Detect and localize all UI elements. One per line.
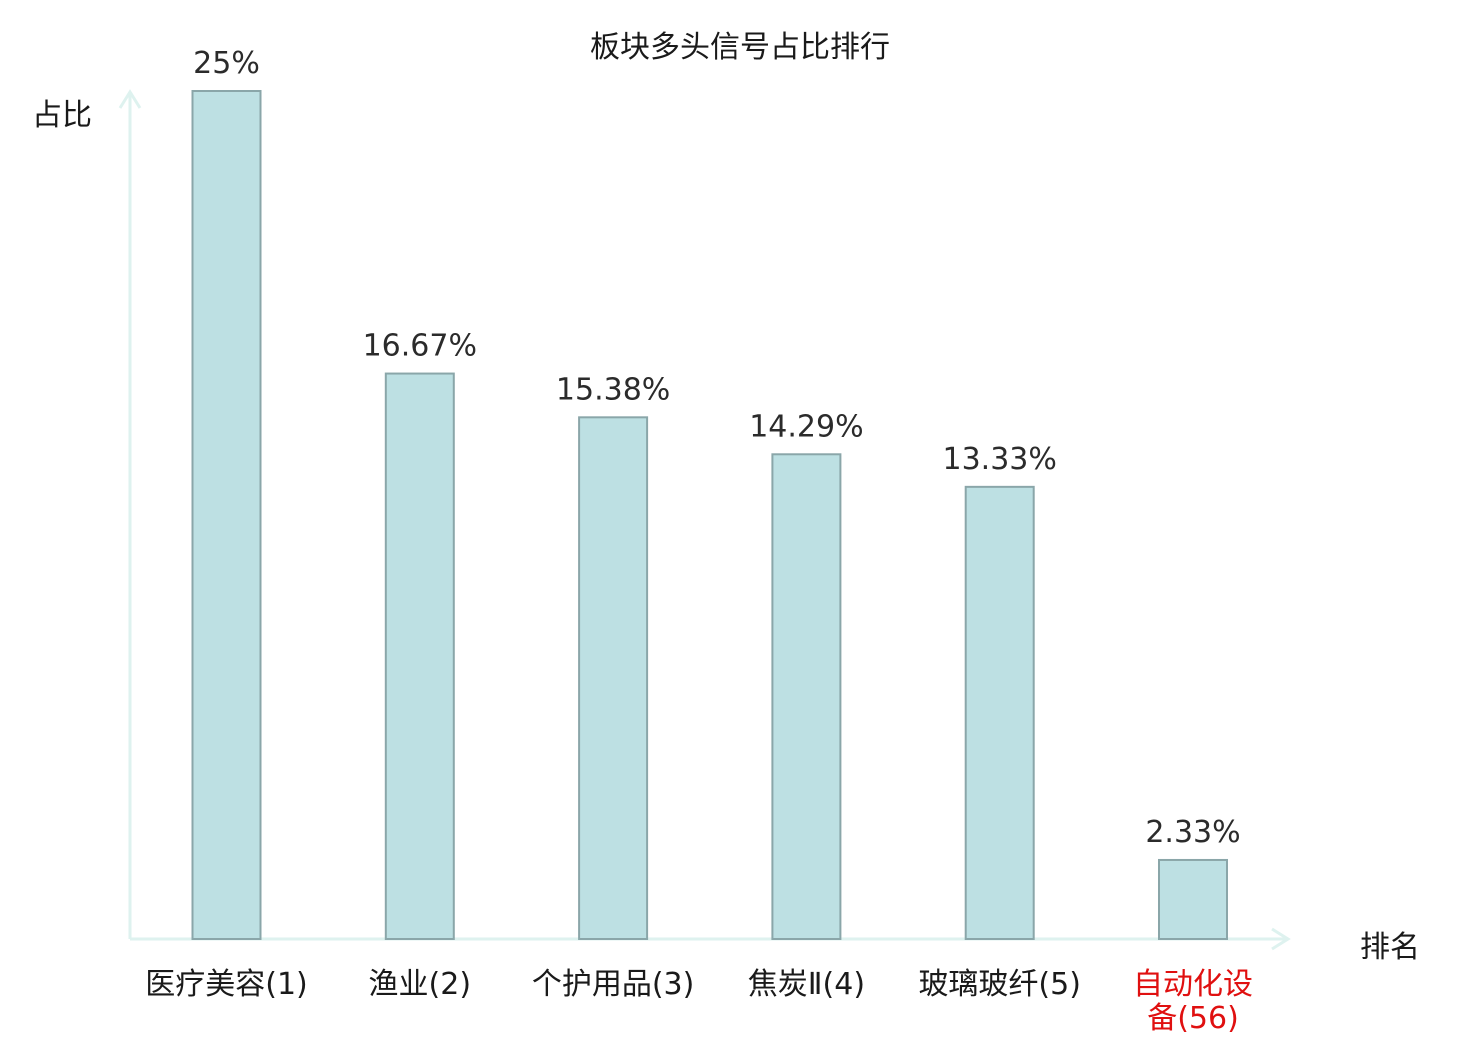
x-tick-label-line: 焦炭Ⅱ(4) bbox=[748, 967, 865, 1002]
bar-5 bbox=[964, 485, 1035, 940]
x-axis-label: 排名 bbox=[1360, 930, 1420, 965]
data-label-4: 14.29% bbox=[749, 409, 863, 444]
x-axis-arrow-icon bbox=[1271, 927, 1291, 951]
data-label-3: 15.38% bbox=[556, 372, 670, 407]
bar-2 bbox=[384, 372, 455, 940]
x-tick-label-1: 医疗美容(1) bbox=[145, 967, 308, 1002]
data-label-2: 16.67% bbox=[363, 329, 477, 364]
x-tick-label-6: 自动化设备(56) bbox=[1133, 967, 1253, 1036]
x-tick-label-line: 渔业(2) bbox=[369, 967, 472, 1002]
data-label-1: 25% bbox=[193, 46, 260, 81]
x-tick-label-3: 个护用品(3) bbox=[532, 967, 695, 1002]
x-tick-label-4: 焦炭Ⅱ(4) bbox=[748, 967, 865, 1002]
chart-title: 板块多头信号占比排行 bbox=[590, 30, 890, 65]
data-label-5: 13.33% bbox=[943, 442, 1057, 477]
bar-4 bbox=[771, 453, 842, 940]
y-axis-arrow-icon bbox=[118, 89, 142, 109]
bar-3 bbox=[578, 416, 649, 940]
x-tick-label-line: 备(56) bbox=[1147, 1001, 1239, 1036]
x-tick-label-line: 自动化设 bbox=[1133, 967, 1253, 1002]
x-tick-label-line: 医疗美容(1) bbox=[145, 967, 308, 1002]
bar-1 bbox=[191, 90, 262, 940]
x-tick-label-2: 渔业(2) bbox=[369, 967, 472, 1002]
x-tick-label-5: 玻璃玻纤(5) bbox=[918, 967, 1081, 1002]
bar-6 bbox=[1158, 858, 1228, 940]
data-label-6: 2.33% bbox=[1145, 815, 1240, 850]
x-tick-label-line: 个护用品(3) bbox=[532, 967, 695, 1002]
y-axis-label: 占比 bbox=[32, 98, 92, 133]
x-tick-label-line: 玻璃玻纤(5) bbox=[918, 967, 1081, 1002]
